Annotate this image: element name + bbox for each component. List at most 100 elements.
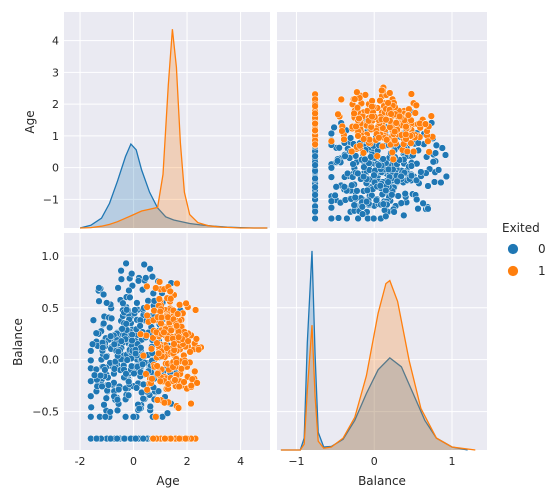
scatter-age-balance-point-group-0 [92,434,101,443]
scatter-age-balance-point-group-1 [170,340,178,348]
scatter-balance-age-point-group-1 [388,148,396,157]
scatter-age-balance-point-group-1 [154,370,162,378]
scatter-balance-age-point-group-1 [425,148,433,156]
scatter-age-balance-point-group-0 [99,343,107,352]
scatter-age-balance-point-group-0 [131,306,139,314]
scatter-age-balance-point-group-0 [106,323,114,332]
kde-age-series-1-area [80,29,268,229]
panel-balance-vs-age-scatter: -2 0 2 4 −0.5 0.0 0.5 1.0 [32,233,270,468]
scatter-age-balance-point-group-0 [129,413,138,421]
y-axis-label-balance: Balance [11,318,25,366]
scatter-balance-age-point-group-0 [370,214,378,223]
scatter-balance-age-point-group-0 [441,151,450,159]
scatter-age-balance-point-group-1 [181,359,189,367]
scatter-balance-age-point-group-0 [412,176,421,184]
scatter-balance-age-point-group-1 [311,126,319,135]
scatter-age-balance-point-group-1 [173,279,181,288]
y-tick-label: 2 [52,98,59,111]
scatter-balance-age-point-group-0 [438,144,446,152]
scatter-balance-age-point-group-1 [352,122,360,131]
scatter-age-balance-point-group-1 [161,434,169,443]
scatter-balance-age-point-group-0 [331,191,339,200]
scatter-balance-age-point-group-1 [348,147,356,156]
scatter-age-balance-point-group-1 [157,313,166,322]
scatter-balance-age-point-group-1 [409,147,418,156]
scatter-balance-age-point-group-0 [311,161,319,169]
scatter-age-balance-point-group-1 [175,382,183,391]
scatter-age-balance-point-group-0 [146,265,154,273]
scatter-balance-age-point-group-1 [354,132,362,140]
scatter-balance-age-point-group-1 [402,130,410,139]
scatter-age-balance-point-group-1 [174,310,182,318]
scatter-age-balance-point-group-1 [175,333,183,341]
scatter-balance-age-point-group-0 [330,123,338,132]
kde-balance-series-0-area [280,250,468,450]
y-tick-label: 1 [52,130,59,143]
scatter-balance-age-point-group-0 [343,214,351,223]
scatter-age-balance-point-group-0 [102,394,110,402]
scatter-balance-age-point-group-1 [340,135,348,144]
scatter-balance-age-point-group-0 [442,172,451,181]
y-tick-label: −1 [43,193,59,206]
scatter-age-balance-point-group-0 [100,401,108,409]
scatter-balance-age-point-group-1 [379,124,387,132]
scatter-age-balance-point-group-0 [95,284,103,292]
scatter-balance-age-point-group-0 [375,161,383,169]
x-tick-label: 0 [371,455,378,468]
kde-balance-series-1-line [280,279,476,451]
scatter-balance-age-point-group-0 [400,211,408,220]
scatter-balance-age-point-group-1 [395,112,404,121]
scatter-age-balance-point-group-0 [125,286,133,295]
scatter-age-balance-point-group-1 [191,306,200,314]
scatter-age-balance-point-group-0 [90,371,99,379]
scatter-age-balance-point-group-0 [104,381,113,389]
y-tick-label: −0.5 [32,406,59,419]
scatter-balance-age-point-group-1 [378,86,386,95]
scatter-age-balance-point-group-0 [100,319,108,328]
scatter-age-balance-point-group-0 [110,365,119,373]
scatter-age-balance-point-group-1 [153,396,162,404]
scatter-balance-age-point-group-0 [354,169,362,178]
scatter-age-balance-point-group-1 [143,303,151,311]
scatter-balance-age-point-group-0 [429,158,437,166]
scatter-age-balance-point-group-1 [155,278,164,286]
scatter-balance-age-point-group-0 [349,160,357,168]
scatter-balance-age-point-group-1 [427,112,435,120]
scatter-age-balance-point-group-0 [135,404,143,413]
legend-marker-0 [507,243,519,255]
scatter-balance-age-point-group-1 [368,112,376,121]
scatter-balance-age-point-group-1 [311,102,319,110]
scatter-age-balance-point-group-0 [92,329,100,337]
scatter-balance-age-point-group-0 [358,210,367,218]
scatter-age-balance-point-group-0 [133,299,141,307]
scatter-age-balance-point-group-1 [143,311,151,320]
scatter-age-balance-point-group-1 [181,434,190,443]
scatter-age-balance-point-group-1 [142,331,151,340]
legend-label-1: 1 [538,264,546,278]
scatter-age-balance-point-group-0 [130,369,138,378]
kde-balance-series-1-area [280,280,476,450]
scatter-balance-age-point-group-1 [360,135,368,143]
scatter-age-balance-point-group-1 [147,345,156,353]
scatter-age-balance-point-group-0 [87,347,95,355]
scatter-age-balance-point-group-0 [87,377,95,385]
scatter-age-balance-point-group-0 [117,275,126,283]
scatter-age-balance-point-group-1 [142,370,150,378]
scatter-balance-age-point-group-1 [351,95,359,103]
y-tick-label: 1.0 [42,250,60,263]
scatter-balance-age-point-group-0 [432,141,441,149]
scatter-age-balance-point-group-1 [155,295,163,303]
scatter-balance-age-point-group-0 [334,214,343,222]
scatter-balance-age-point-group-1 [311,119,319,128]
kde-age-series-1-line [80,29,268,229]
scatter-balance-age-point-group-1 [376,96,384,105]
scatter-age-balance-point-group-1 [156,377,164,385]
scatter-age-balance-point-group-0 [140,260,148,269]
scatter-balance-age-point-group-1 [412,101,420,109]
scatter-age-balance-point-group-0 [139,434,147,443]
scatter-balance-age-point-group-0 [311,191,319,199]
scatter-balance-age-point-group-0 [384,165,393,174]
scatter-age-balance-point-group-1 [139,352,148,360]
scatter-balance-age-point-group-0 [430,178,439,186]
